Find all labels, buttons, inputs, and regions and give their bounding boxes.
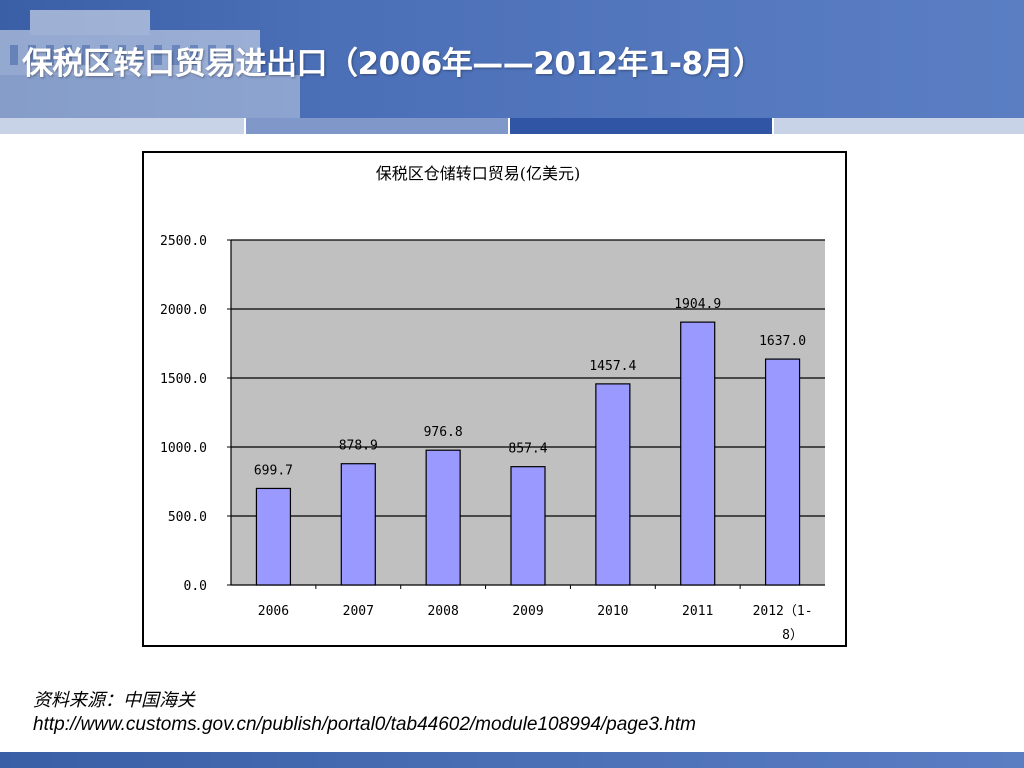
x-tick-label: 2010 bbox=[597, 604, 628, 619]
tab-segment bbox=[246, 118, 508, 134]
building-photo-icon bbox=[0, 10, 300, 118]
tab-segment bbox=[510, 118, 772, 134]
chart-title: 保税区仓储转口贸易(亿美元) bbox=[376, 164, 581, 183]
x-tick-label: 2011 bbox=[682, 604, 713, 619]
y-tick-label: 1000.0 bbox=[160, 441, 207, 456]
x-tick-label: 2008 bbox=[427, 604, 458, 619]
bar bbox=[510, 466, 546, 586]
source-label: 资料来源：中国海关 bbox=[33, 690, 195, 711]
data-label: 1457.4 bbox=[589, 359, 636, 374]
data-label: 1637.0 bbox=[759, 334, 806, 349]
bar bbox=[255, 487, 292, 586]
tab-segment bbox=[774, 118, 1024, 134]
source-url: http://www.customs.gov.cn/publish/portal… bbox=[33, 714, 696, 735]
data-label: 857.4 bbox=[508, 442, 547, 457]
slide-header: 保税区转口贸易进出口（2006年——2012年1-8月） bbox=[0, 0, 1024, 118]
x-tick-label: 2009 bbox=[512, 604, 543, 619]
y-tick-label: 0.0 bbox=[184, 579, 207, 594]
y-tick-label: 2000.0 bbox=[160, 303, 207, 318]
x-tick-label: 8） bbox=[782, 628, 803, 643]
bar bbox=[595, 383, 631, 586]
tab-segment bbox=[0, 118, 244, 134]
decorative-tab-strip bbox=[0, 118, 1024, 134]
data-label: 699.7 bbox=[254, 463, 293, 478]
footer-bar bbox=[0, 752, 1024, 768]
data-label: 976.8 bbox=[424, 425, 463, 440]
x-tick-label: 2007 bbox=[343, 604, 374, 619]
y-tick-label: 1500.0 bbox=[160, 372, 207, 387]
data-label: 878.9 bbox=[339, 439, 378, 454]
x-tick-label: 2006 bbox=[258, 604, 289, 619]
y-tick-label: 2500.0 bbox=[160, 234, 207, 249]
x-tick-label: 2012（1- bbox=[753, 604, 813, 619]
data-label: 1904.9 bbox=[674, 297, 721, 312]
y-tick-label: 500.0 bbox=[168, 510, 207, 525]
bar bbox=[425, 449, 461, 586]
bar bbox=[680, 321, 716, 586]
chart-container: 保税区仓储转口贸易(亿美元) 0.0 500.0 1000.0 1500.0 2000.0… bbox=[142, 151, 847, 647]
slide-title: 保税区转口贸易进出口（2006年——2012年1-8月） bbox=[22, 46, 764, 82]
bar bbox=[764, 358, 801, 586]
bar-chart: 保税区仓储转口贸易(亿美元) 0.0 500.0 1000.0 1500.0 2000.0… bbox=[160, 164, 825, 643]
bar bbox=[340, 463, 376, 586]
